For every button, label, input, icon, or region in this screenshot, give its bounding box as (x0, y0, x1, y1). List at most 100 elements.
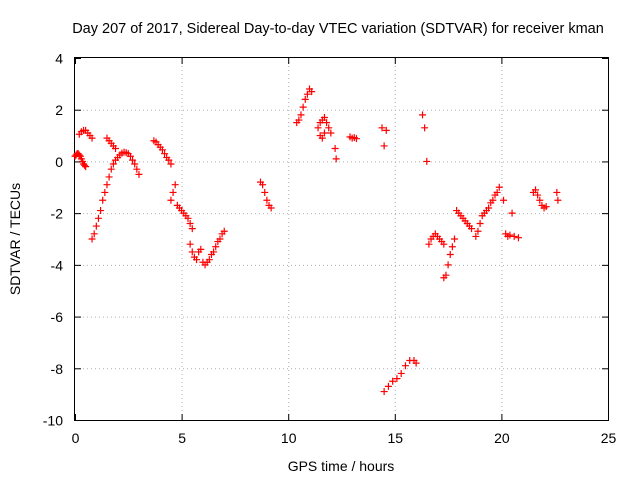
data-point (169, 188, 177, 196)
data-point (553, 188, 561, 196)
data-point (135, 170, 143, 178)
data-point (314, 124, 322, 132)
data-point (421, 124, 429, 132)
y-tick-label: 2 (55, 102, 63, 118)
data-point (161, 150, 169, 158)
data-point (299, 103, 307, 111)
data-point (105, 173, 113, 181)
data-point (327, 129, 335, 137)
data-point (378, 124, 386, 132)
data-point (212, 243, 220, 251)
data-point (92, 222, 100, 230)
data-point (107, 165, 115, 173)
data-point (308, 88, 316, 96)
data-point (382, 126, 390, 134)
data-point (109, 160, 117, 168)
data-point (393, 375, 401, 383)
data-point (450, 235, 458, 243)
x-tick-label: 25 (601, 430, 617, 446)
data-point (129, 156, 137, 164)
y-tick-labels: -10 -8 -6 -4 -2 0 2 4 (43, 51, 63, 429)
data-point (133, 165, 141, 173)
data-point (205, 256, 213, 264)
data-point (112, 145, 120, 152)
data-point (94, 214, 102, 222)
x-tick-label: 20 (494, 430, 510, 446)
data-point (331, 145, 339, 152)
data-point (193, 256, 201, 264)
data-point (352, 135, 360, 143)
data-point (534, 191, 542, 199)
data-point (90, 230, 98, 238)
data-point (419, 111, 427, 119)
data-point (186, 240, 194, 248)
chart-title: Day 207 of 2017, Sidereal Day-to-day VTE… (72, 21, 604, 37)
data-point (320, 113, 328, 121)
data-points (71, 85, 562, 396)
data-point (332, 155, 340, 163)
data-point (301, 95, 309, 103)
data-point (188, 248, 196, 256)
data-point (188, 225, 196, 233)
data-point (542, 203, 550, 211)
y-axis-label: SDTVAR / TECUs (7, 183, 23, 295)
data-point (82, 163, 90, 171)
data-point (81, 161, 89, 169)
data-point (397, 369, 405, 377)
grid (75, 58, 608, 420)
data-point (263, 196, 271, 204)
data-point (165, 156, 173, 164)
data-point (446, 251, 454, 259)
data-point (389, 377, 397, 385)
x-tick-label: 10 (281, 430, 297, 446)
data-point (158, 146, 166, 154)
y-tick-label: 0 (55, 154, 63, 170)
data-point (493, 188, 501, 196)
data-point (325, 124, 333, 132)
data-point (401, 362, 409, 370)
data-point (384, 382, 392, 390)
data-point (412, 359, 420, 367)
data-point (448, 243, 456, 251)
data-point (303, 90, 311, 98)
y-tick-label: 4 (55, 51, 63, 67)
data-point (495, 183, 503, 191)
data-point (75, 151, 83, 159)
data-point (197, 245, 205, 253)
data-point (261, 188, 269, 196)
data-point (216, 235, 224, 243)
data-point (184, 214, 192, 222)
data-point (442, 271, 450, 279)
data-point (99, 196, 107, 204)
data-point (425, 240, 433, 248)
y-tick-label: -10 (43, 413, 63, 429)
data-point (474, 227, 482, 235)
data-point (554, 196, 562, 204)
data-point (88, 235, 96, 243)
data-point (131, 160, 139, 168)
y-tick-label: -4 (51, 257, 64, 273)
data-point (101, 188, 109, 196)
data-point (423, 157, 431, 165)
data-point (532, 186, 540, 194)
data-point (536, 196, 544, 204)
data-point (103, 181, 111, 189)
data-point (88, 134, 96, 142)
x-tick-label: 5 (178, 430, 186, 446)
y-tick-label: -2 (51, 206, 64, 222)
data-point (444, 261, 452, 269)
data-point (267, 204, 275, 212)
data-point (508, 209, 516, 217)
x-tick-labels: 0 5 10 15 20 25 (72, 430, 617, 446)
plot-frame (74, 57, 609, 421)
x-tick-label: 0 (72, 430, 80, 446)
data-point (472, 232, 480, 240)
data-point (380, 388, 388, 396)
data-point (323, 119, 331, 127)
data-point (500, 196, 508, 204)
data-point (476, 219, 484, 227)
data-point (297, 111, 305, 119)
data-point (380, 142, 388, 150)
data-point (320, 129, 328, 137)
